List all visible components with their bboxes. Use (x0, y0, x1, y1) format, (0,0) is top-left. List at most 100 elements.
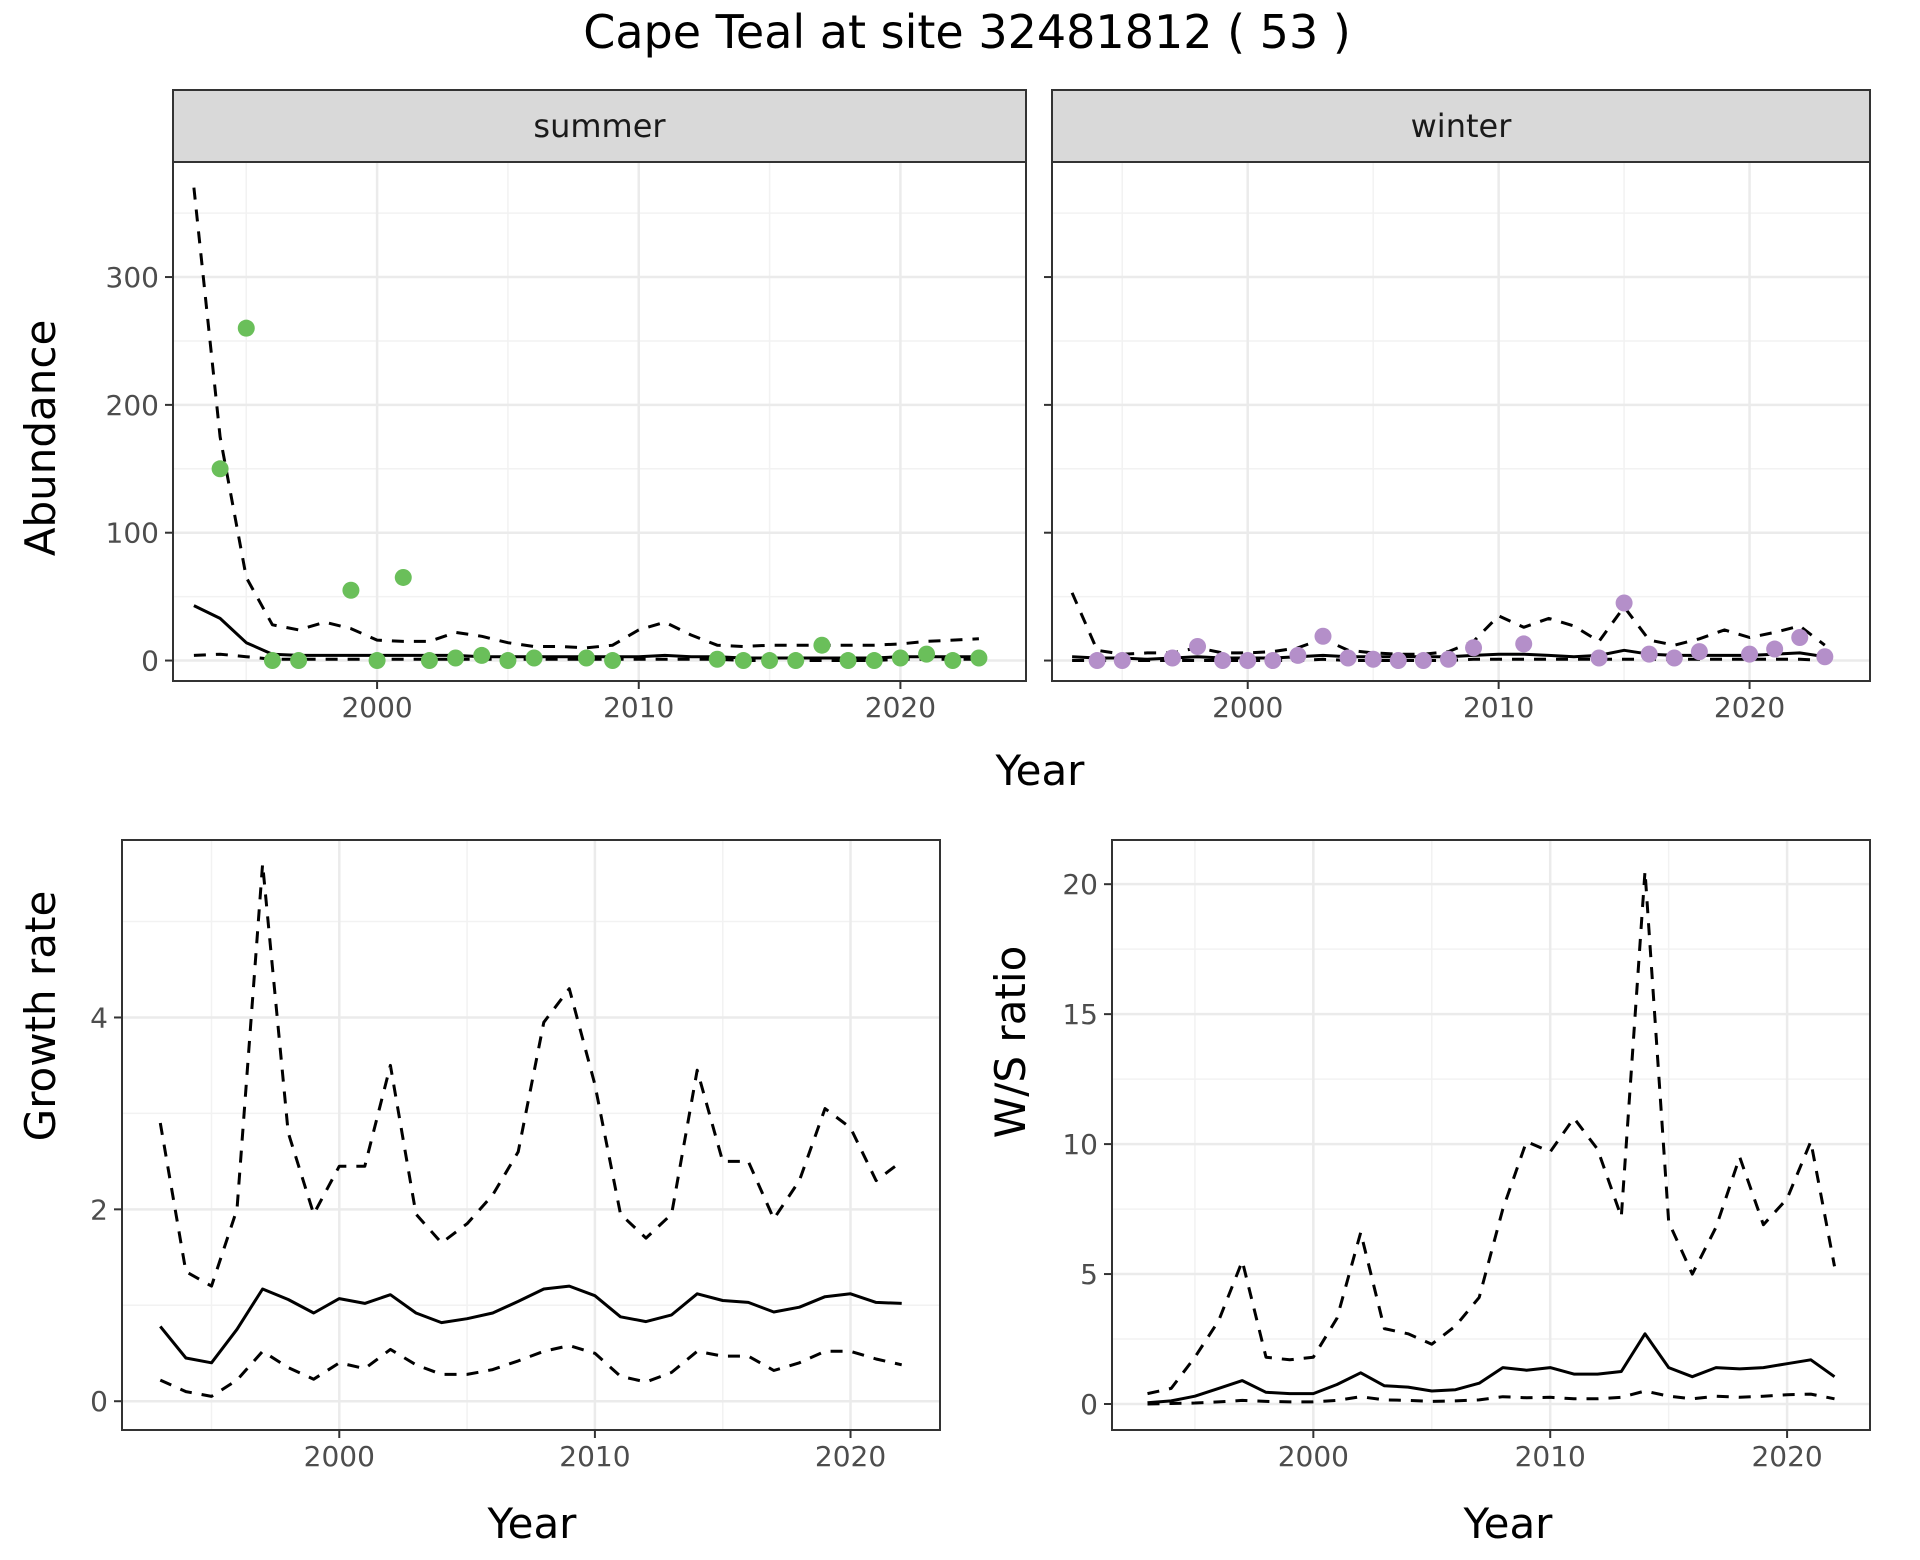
data-point (1214, 652, 1232, 670)
y-tick-label: 100 (106, 517, 159, 550)
data-point (1163, 649, 1181, 667)
series-line-upper (158, 862, 903, 1288)
data-point (865, 652, 883, 670)
x-tick-label: 2010 (603, 691, 674, 724)
data-point (394, 568, 412, 586)
strip-label-winter: winter (1411, 107, 1513, 145)
x-tick-label: 2020 (815, 1440, 886, 1473)
data-point (1665, 649, 1683, 667)
data-point (1414, 652, 1432, 670)
series-line-lower (1147, 1389, 1835, 1406)
data-point (577, 649, 595, 667)
panel-border-ws-ratio (1111, 839, 1871, 1431)
data-point (1339, 649, 1357, 667)
x-tick-label: 2010 (559, 1440, 630, 1473)
x-tick-label: 2010 (1463, 691, 1534, 724)
data-point (447, 649, 465, 667)
data-point (891, 649, 909, 667)
data-point (290, 652, 308, 670)
y-tick-label: 10 (1062, 1128, 1098, 1161)
data-point (1590, 649, 1608, 667)
data-point (1389, 652, 1407, 670)
data-point (211, 460, 229, 478)
x-tick-label: 2000 (341, 691, 412, 724)
growth-y-axis-title: Growth rate (16, 891, 65, 1142)
data-point (1791, 629, 1809, 647)
x-tick-label: 2020 (1751, 1440, 1822, 1473)
data-point (1289, 646, 1307, 664)
strip-winter (1051, 89, 1871, 163)
y-tick-label: 0 (1080, 1388, 1098, 1421)
ws-ratio-x-axis-title: Year (1463, 1499, 1554, 1548)
y-tick-label: 20 (1062, 868, 1098, 901)
data-point (944, 652, 962, 670)
plot-area-growth (122, 840, 940, 1430)
series-line-fit (1147, 1332, 1836, 1405)
data-point (499, 652, 517, 670)
y-tick-label: 4 (90, 1001, 108, 1034)
data-point (734, 652, 752, 670)
data-point (1239, 652, 1257, 670)
abundance-y-axis-title: Abundance (16, 320, 65, 557)
data-point (787, 652, 805, 670)
y-tick-label: 300 (106, 261, 159, 294)
data-point (1741, 645, 1759, 663)
strip-label-summer: summer (533, 107, 666, 145)
data-point (1690, 643, 1708, 661)
plot-area-ws-ratio (1112, 840, 1870, 1430)
data-point (1189, 637, 1207, 655)
series-line-lower (159, 1344, 903, 1398)
strip-summer (172, 89, 1027, 163)
data-point (813, 636, 831, 654)
data-point (368, 652, 386, 670)
data-point (342, 581, 360, 599)
data-point (761, 652, 779, 670)
data-point (1465, 639, 1483, 657)
x-tick-label: 2010 (1515, 1440, 1586, 1473)
figure-title: Cape Teal at site 32481812 ( 53 ) (583, 5, 1351, 59)
data-point (1314, 627, 1332, 645)
data-point (604, 652, 622, 670)
y-tick-label: 15 (1062, 998, 1098, 1031)
panel-border-winter (1051, 161, 1871, 682)
ws-ratio-y-axis-title: W/S ratio (986, 946, 1035, 1139)
y-tick-label: 0 (90, 1385, 108, 1418)
data-point (839, 652, 857, 670)
panel-growth: 2000 2010 2020 0 2 4 (90, 839, 941, 1473)
data-point (1816, 648, 1834, 666)
data-point (1515, 635, 1533, 653)
data-point (1640, 645, 1658, 663)
data-point (237, 319, 255, 337)
x-tick-label: 2020 (1714, 691, 1785, 724)
data-point (1766, 640, 1784, 658)
y-tick-label: 0 (141, 645, 159, 678)
series-line-upper (1147, 869, 1836, 1396)
y-tick-label: 2 (90, 1193, 108, 1226)
panel-winter: 2000 2010 2020 (1044, 161, 1871, 724)
data-point (263, 652, 281, 670)
panel-border-summer (172, 161, 1027, 682)
data-point (473, 646, 491, 664)
data-point (1364, 650, 1382, 668)
x-tick-label: 2000 (304, 1440, 375, 1473)
series-line-fit (159, 1284, 902, 1365)
data-point (1088, 652, 1106, 670)
y-tick-label: 5 (1080, 1258, 1098, 1291)
data-point (525, 649, 543, 667)
data-point (1264, 652, 1282, 670)
series-line-upper (192, 187, 979, 650)
panel-summer: 2000 2010 2020 0 100 200 300 (106, 161, 1027, 724)
x-tick-label: 2000 (1278, 1440, 1349, 1473)
y-tick-label: 200 (106, 389, 159, 422)
x-tick-label: 2020 (865, 691, 936, 724)
growth-x-axis-title: Year (487, 1499, 578, 1548)
data-point (708, 650, 726, 668)
data-point (970, 649, 988, 667)
plot-area-winter (1052, 162, 1870, 681)
data-point (1113, 652, 1131, 670)
x-tick-label: 2000 (1212, 691, 1283, 724)
data-point (420, 652, 438, 670)
plot-area-summer (173, 162, 1026, 681)
